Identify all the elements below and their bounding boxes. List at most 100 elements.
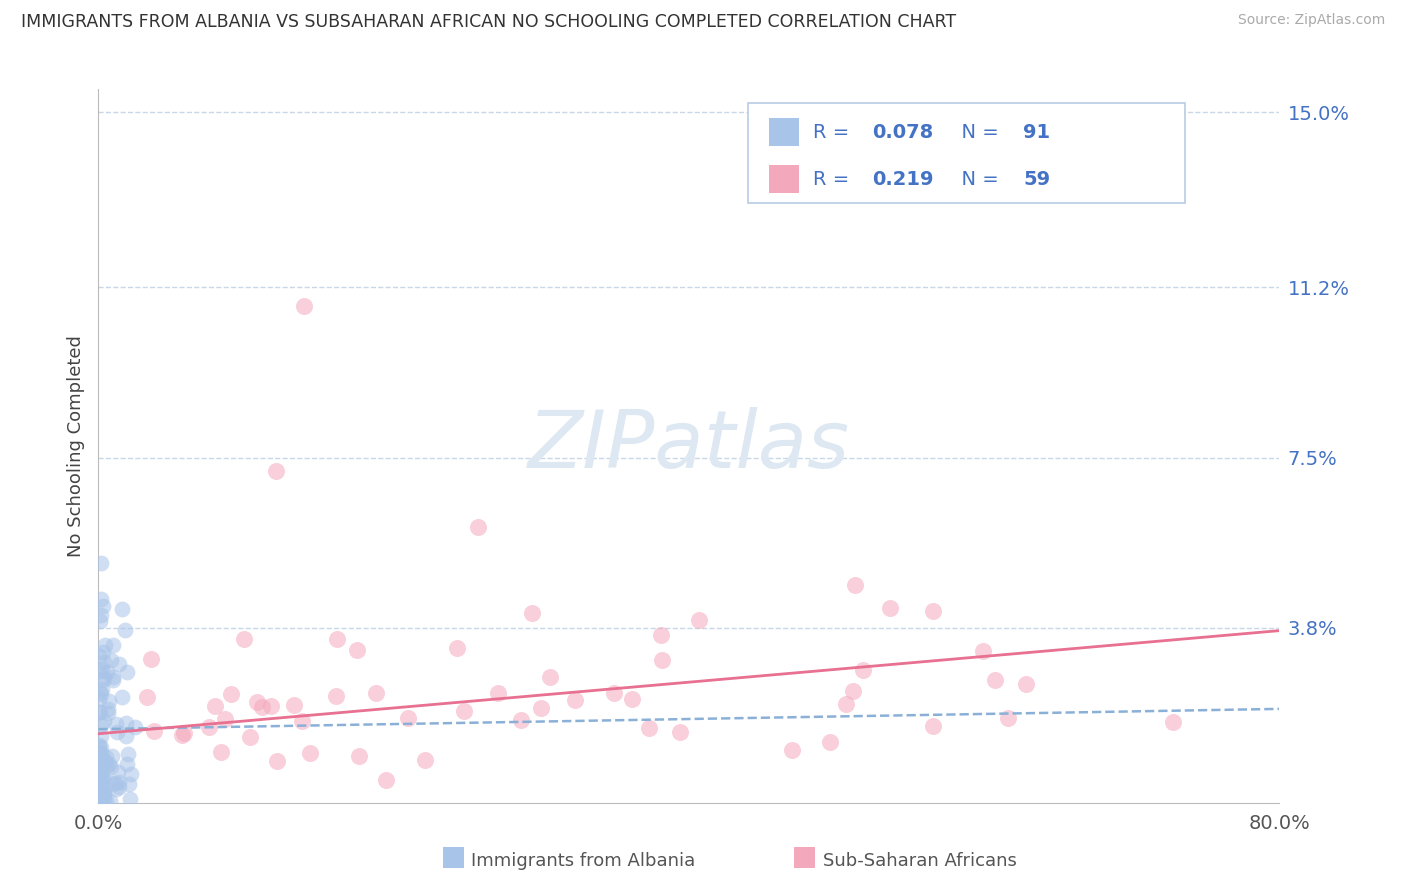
Point bbox=[89, 746, 111, 760]
Point bbox=[89, 764, 111, 779]
Point bbox=[668, 725, 690, 739]
Point bbox=[90, 557, 112, 571]
Point bbox=[90, 607, 112, 622]
Point bbox=[98, 794, 121, 808]
Point bbox=[89, 774, 111, 789]
Point bbox=[89, 665, 111, 679]
Point bbox=[104, 781, 127, 796]
Point bbox=[108, 780, 131, 794]
Point bbox=[650, 628, 672, 642]
Point bbox=[198, 720, 221, 734]
Point bbox=[139, 652, 162, 666]
Point bbox=[637, 721, 659, 735]
Point bbox=[114, 623, 136, 637]
Point bbox=[446, 640, 468, 655]
Text: IMMIGRANTS FROM ALBANIA VS SUBSAHARAN AFRICAN NO SCHOOLING COMPLETED CORRELATION: IMMIGRANTS FROM ALBANIA VS SUBSAHARAN AF… bbox=[21, 13, 956, 31]
Point bbox=[118, 777, 141, 791]
Point bbox=[111, 601, 134, 615]
Point bbox=[879, 601, 901, 615]
Point bbox=[89, 758, 111, 772]
Point bbox=[209, 745, 232, 759]
Point bbox=[97, 701, 120, 715]
Point bbox=[246, 695, 269, 709]
Point bbox=[89, 780, 111, 794]
Point bbox=[233, 632, 256, 647]
Point bbox=[101, 673, 124, 688]
Text: N =: N = bbox=[949, 123, 1005, 142]
Point bbox=[91, 645, 114, 659]
Point bbox=[972, 644, 994, 658]
Point bbox=[89, 789, 111, 804]
Point bbox=[105, 716, 128, 731]
Point bbox=[93, 671, 115, 685]
Point bbox=[89, 777, 111, 791]
Point bbox=[1015, 677, 1038, 691]
Point bbox=[90, 729, 112, 743]
Point bbox=[90, 746, 112, 760]
Text: R =: R = bbox=[813, 169, 855, 188]
Point bbox=[91, 599, 114, 613]
Text: N =: N = bbox=[949, 169, 1005, 188]
Point bbox=[124, 720, 146, 734]
Point bbox=[100, 748, 122, 763]
Point bbox=[366, 686, 388, 700]
Point bbox=[91, 788, 114, 802]
Point bbox=[89, 765, 111, 780]
Y-axis label: No Schooling Completed: No Schooling Completed bbox=[66, 335, 84, 557]
Point bbox=[117, 747, 139, 761]
Point bbox=[90, 791, 112, 805]
Point bbox=[538, 670, 561, 684]
Point bbox=[100, 653, 122, 667]
Point bbox=[91, 781, 114, 796]
Point bbox=[89, 738, 111, 752]
Point bbox=[93, 786, 115, 800]
Point bbox=[104, 776, 127, 790]
Point bbox=[105, 725, 128, 739]
Point bbox=[413, 753, 436, 767]
Point bbox=[283, 698, 305, 712]
Point bbox=[90, 766, 112, 780]
Point bbox=[89, 774, 111, 789]
Point bbox=[98, 756, 121, 771]
Point bbox=[219, 687, 242, 701]
Point bbox=[90, 718, 112, 732]
Point bbox=[101, 638, 124, 652]
Point bbox=[530, 700, 553, 714]
Point bbox=[91, 682, 114, 697]
FancyBboxPatch shape bbox=[748, 103, 1185, 203]
Text: Immigrants from Albania: Immigrants from Albania bbox=[471, 852, 695, 870]
Point bbox=[375, 772, 398, 787]
Point bbox=[100, 760, 122, 774]
Point bbox=[94, 638, 117, 652]
Point bbox=[1161, 715, 1184, 730]
Point bbox=[100, 777, 122, 791]
Point bbox=[96, 757, 118, 772]
Point bbox=[89, 705, 111, 719]
Point bbox=[90, 687, 112, 701]
Text: R =: R = bbox=[813, 123, 855, 142]
Point bbox=[94, 756, 117, 771]
Text: 0.219: 0.219 bbox=[872, 169, 934, 188]
Point bbox=[108, 657, 131, 671]
Point bbox=[115, 757, 138, 772]
Point bbox=[250, 699, 273, 714]
Point bbox=[114, 715, 136, 730]
Point bbox=[111, 690, 134, 704]
Point bbox=[173, 726, 195, 740]
Point bbox=[266, 464, 288, 478]
Point bbox=[260, 699, 283, 714]
Point bbox=[97, 694, 120, 708]
Point bbox=[89, 755, 111, 769]
Point bbox=[89, 705, 111, 719]
Point bbox=[603, 685, 626, 699]
Point bbox=[621, 691, 644, 706]
Point bbox=[325, 690, 347, 704]
Point bbox=[844, 578, 866, 592]
Point bbox=[820, 735, 842, 749]
Point bbox=[89, 772, 111, 787]
Point bbox=[520, 607, 543, 621]
Point bbox=[90, 591, 112, 606]
Point bbox=[96, 665, 118, 679]
FancyBboxPatch shape bbox=[769, 118, 799, 146]
Point bbox=[94, 794, 117, 808]
